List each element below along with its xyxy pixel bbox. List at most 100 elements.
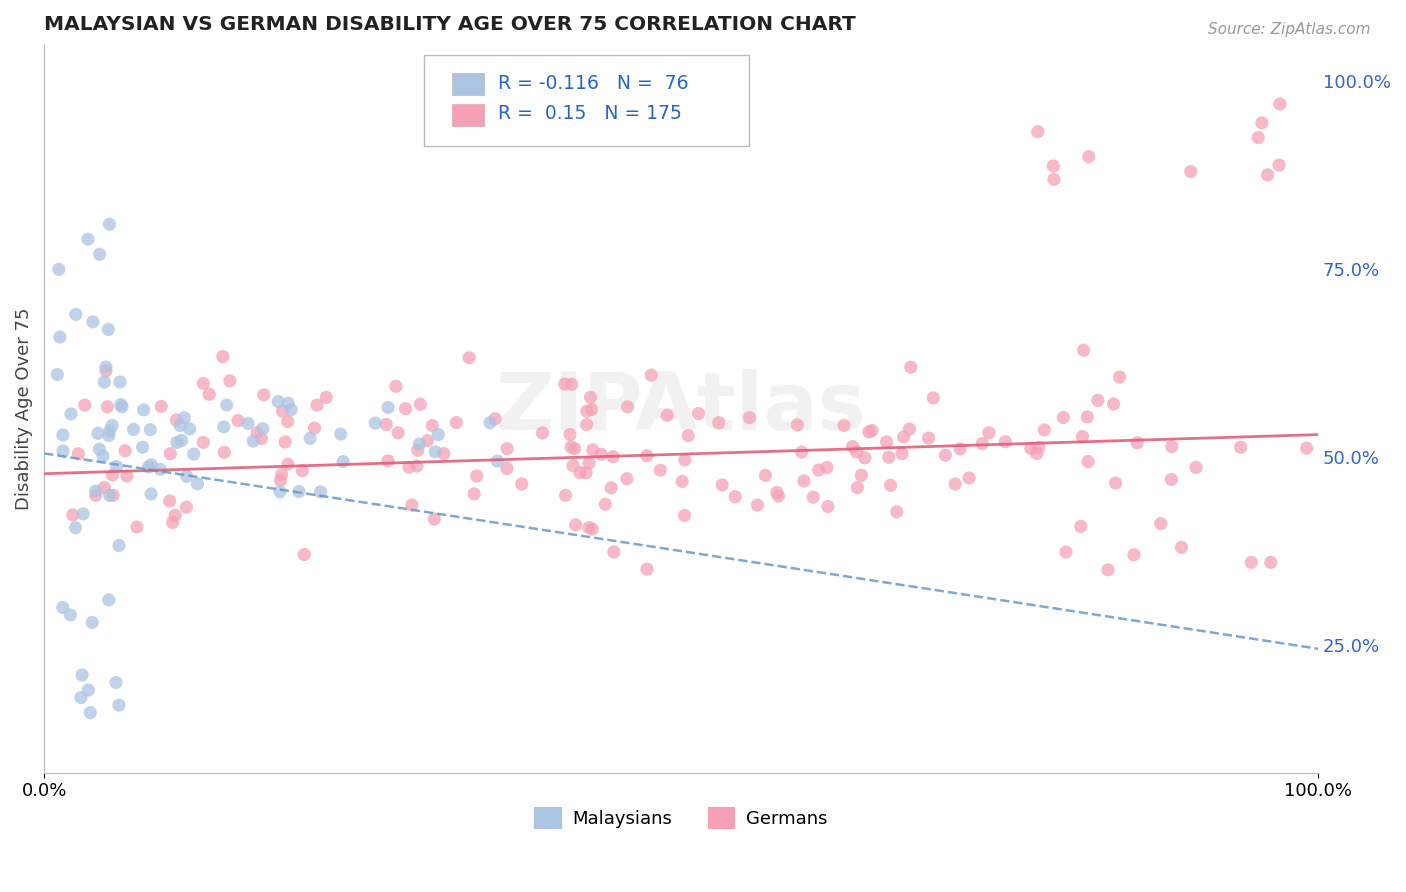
Point	[212, 420, 235, 434]
Point	[841, 440, 863, 454]
Point	[1108, 370, 1130, 384]
Point	[1025, 446, 1047, 460]
Bar	[451, 103, 484, 126]
Point	[89, 247, 111, 261]
Point	[747, 498, 769, 512]
Point	[815, 460, 838, 475]
Point	[250, 432, 273, 446]
Point	[1160, 440, 1182, 454]
Point	[891, 446, 914, 460]
Point	[886, 505, 908, 519]
Point	[138, 460, 160, 475]
Point	[364, 416, 387, 430]
Point	[845, 445, 868, 459]
Point	[616, 472, 638, 486]
Point	[1122, 548, 1144, 562]
Point	[98, 488, 121, 502]
Point	[603, 545, 626, 559]
Point	[165, 413, 187, 427]
Point	[934, 448, 956, 462]
Point	[582, 442, 605, 457]
Point	[1077, 454, 1099, 468]
Point	[657, 409, 679, 423]
Point	[49, 330, 72, 344]
Point	[305, 398, 328, 412]
Point	[1240, 555, 1263, 569]
Point	[280, 402, 302, 417]
Point	[97, 428, 120, 442]
Point	[215, 398, 238, 412]
Point	[671, 475, 693, 489]
Point	[253, 388, 276, 402]
Point	[790, 445, 813, 459]
Point	[108, 539, 131, 553]
Point	[150, 400, 173, 414]
Point	[977, 425, 1000, 440]
Point	[458, 351, 481, 365]
Point	[252, 422, 274, 436]
Point	[575, 466, 598, 480]
Point	[93, 375, 115, 389]
Point	[433, 447, 456, 461]
Point	[1160, 472, 1182, 486]
Point	[858, 425, 880, 439]
Point	[406, 458, 429, 473]
Point	[246, 425, 269, 440]
Point	[87, 426, 110, 441]
Point	[79, 706, 101, 720]
Point	[1229, 440, 1251, 454]
Point	[1073, 343, 1095, 358]
Point	[409, 397, 432, 411]
Point	[807, 463, 830, 477]
Point	[125, 520, 148, 534]
Point	[673, 508, 696, 523]
Point	[581, 402, 603, 417]
Point	[600, 481, 623, 495]
Point	[288, 484, 311, 499]
Point	[1250, 116, 1272, 130]
Point	[423, 512, 446, 526]
Point	[1097, 563, 1119, 577]
Point	[398, 460, 420, 475]
Point	[73, 398, 96, 412]
Point	[876, 434, 898, 449]
Point	[59, 407, 82, 421]
Point	[141, 458, 163, 472]
Point	[162, 516, 184, 530]
Point	[479, 416, 502, 430]
FancyBboxPatch shape	[423, 54, 748, 146]
Point	[1019, 442, 1042, 456]
Point	[893, 430, 915, 444]
Point	[277, 457, 299, 471]
Point	[139, 423, 162, 437]
Point	[446, 416, 468, 430]
Point	[105, 459, 128, 474]
Point	[166, 435, 188, 450]
Point	[678, 428, 700, 442]
Point	[463, 487, 485, 501]
Point	[329, 427, 352, 442]
Point	[616, 400, 638, 414]
Point	[176, 500, 198, 515]
Point	[292, 548, 315, 562]
Point	[1026, 125, 1049, 139]
Point	[97, 593, 120, 607]
Point	[707, 416, 730, 430]
Point	[579, 390, 602, 404]
Point	[375, 417, 398, 432]
Point	[159, 494, 181, 508]
Point	[67, 447, 90, 461]
Point	[560, 440, 582, 454]
Point	[110, 398, 132, 412]
Point	[96, 400, 118, 414]
Point	[304, 421, 326, 435]
Point	[108, 698, 131, 712]
Point	[793, 474, 815, 488]
Point	[173, 410, 195, 425]
Point	[139, 487, 162, 501]
Point	[101, 467, 124, 482]
Point	[82, 315, 104, 329]
Point	[484, 412, 506, 426]
Point	[531, 425, 554, 440]
Point	[111, 400, 134, 414]
